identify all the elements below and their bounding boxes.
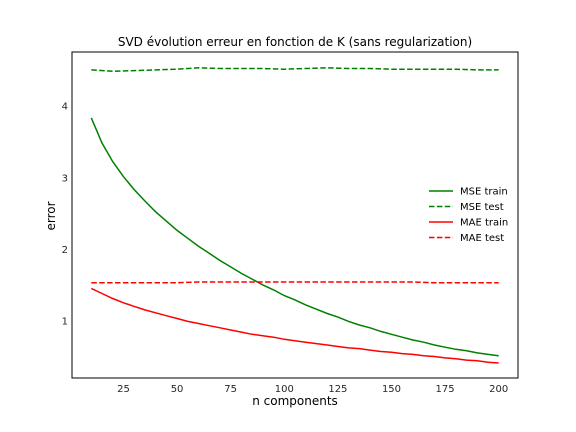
y-axis: 1 2 3 4: [62, 102, 68, 328]
x-tick-label: 200: [489, 384, 508, 395]
series-line-mse-test: [91, 67, 499, 73]
x-axis: 25 50 75 100 125 150 175 200: [117, 384, 508, 395]
legend-label: MSE test: [460, 202, 504, 213]
legend: MSE train MSE test MAE train MAE test: [429, 187, 508, 244]
x-tick-label: 50: [171, 384, 184, 395]
y-tick-label: 4: [62, 102, 68, 113]
series-line-mse-train: [90, 117, 499, 357]
chart-title: SVD évolution erreur en fonction de K (s…: [118, 35, 472, 49]
x-tick-label: 150: [382, 384, 401, 395]
legend-label: MAE train: [460, 218, 508, 229]
y-axis-label: error: [44, 201, 58, 230]
x-tick-label: 75: [224, 384, 237, 395]
legend-item: MSE train: [429, 187, 508, 198]
legend-item: MSE test: [429, 202, 504, 213]
legend-item: MAE test: [429, 233, 504, 244]
series-line-mae-train: [90, 287, 499, 364]
x-tick-label: 175: [436, 384, 455, 395]
x-tick-label: 100: [275, 384, 294, 395]
series-line-mae-test: [91, 281, 499, 284]
plot-area: [90, 67, 499, 364]
y-tick-label: 1: [62, 317, 68, 328]
y-tick-label: 3: [62, 173, 68, 184]
plot-frame: [71, 51, 519, 379]
x-axis-label: n components: [252, 394, 338, 408]
legend-item: MAE train: [429, 218, 508, 229]
x-tick-label: 25: [117, 384, 130, 395]
y-tick-label: 2: [62, 245, 68, 256]
legend-label: MSE train: [460, 187, 508, 198]
x-tick-label: 125: [328, 384, 347, 395]
legend-label: MAE test: [460, 233, 504, 244]
